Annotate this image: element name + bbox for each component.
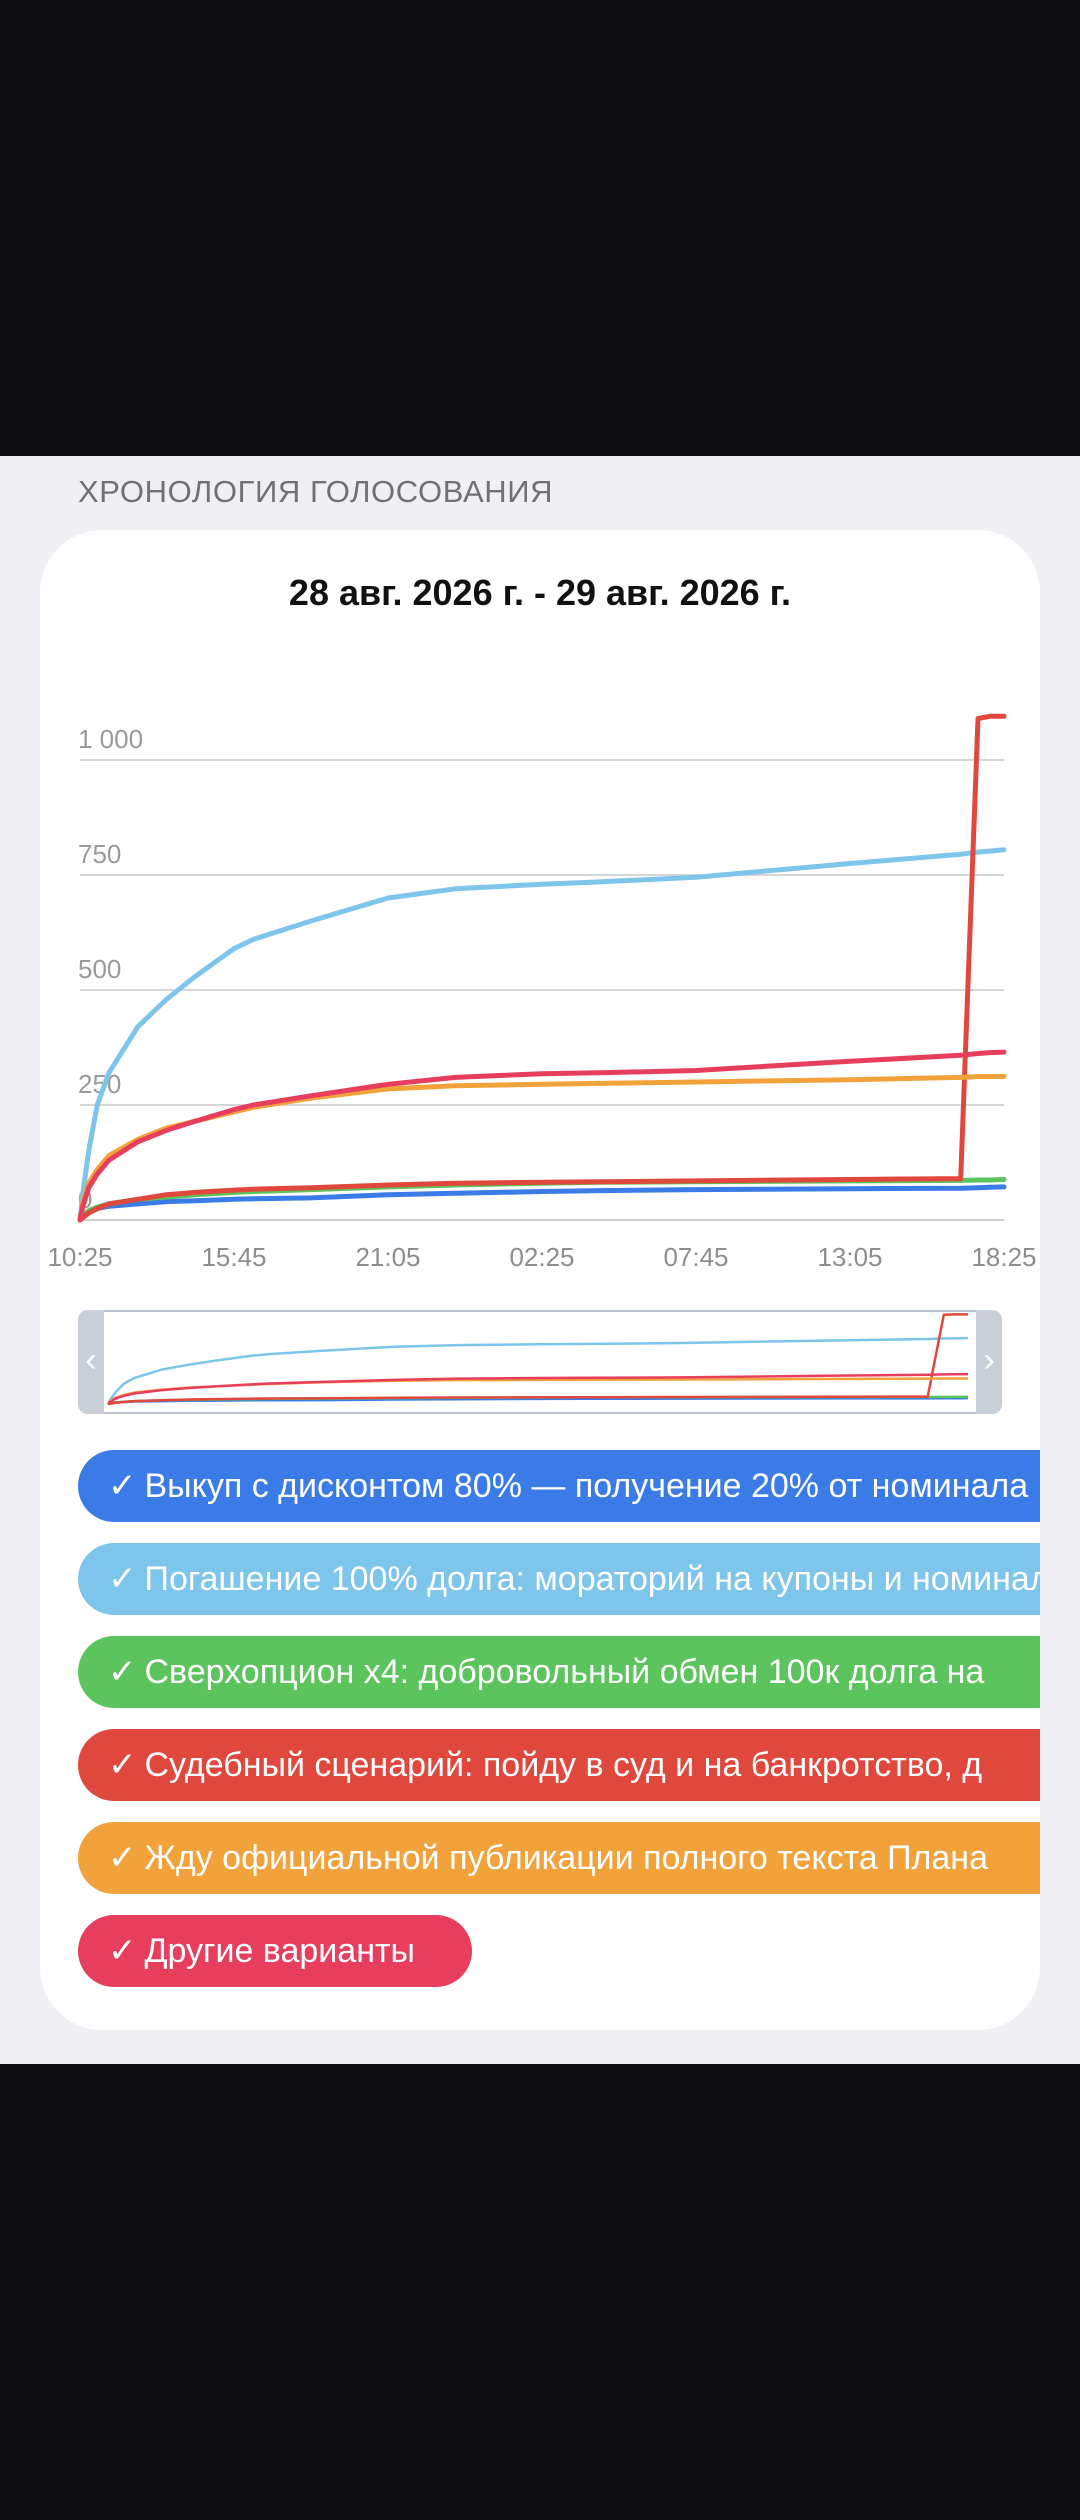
y-tick-label: 750 xyxy=(78,839,121,869)
option-pill-6[interactable]: ✓ Другие варианты xyxy=(78,1915,472,1987)
bottom-black-band xyxy=(0,2064,1080,2520)
checkmark-icon: ✓ xyxy=(108,1653,137,1691)
option-pill-1[interactable]: ✓ Выкуп с дисконтом 80% — получение 20% о… xyxy=(78,1450,1040,1522)
option-pill-3[interactable]: ✓ Сверхопцион х4: добровольный обмен 100к… xyxy=(78,1636,1040,1708)
option-pill-4[interactable]: ✓ Судебный сценарий: пойду в суд и на бан… xyxy=(78,1729,1040,1801)
checkmark-icon: ✓ xyxy=(108,1839,137,1877)
x-tick-label: 21:05 xyxy=(355,1242,420,1272)
checkmark-icon: ✓ xyxy=(108,1467,137,1505)
series-line-6 xyxy=(77,1049,1007,1223)
x-tick-label: 02:25 xyxy=(509,1242,574,1272)
x-tick-label: 07:45 xyxy=(663,1242,728,1272)
navigator-series-line-4 xyxy=(107,1313,968,1406)
series-line-4 xyxy=(77,713,1007,1223)
chevron-left-icon[interactable]: ‹ xyxy=(78,1310,104,1414)
chart-navigator[interactable]: ‹ › xyxy=(78,1310,1002,1414)
navigator-mini-chart xyxy=(106,1313,969,1406)
x-tick-label: 18:25 xyxy=(971,1242,1036,1272)
y-tick-label: 1 000 xyxy=(78,724,143,754)
option-pill-2[interactable]: ✓ Погашение 100% долга: мораторий на купо… xyxy=(78,1543,1040,1615)
x-tick-label: 13:05 xyxy=(817,1242,882,1272)
timeline-card: 28 авг. 2026 г. - 29 авг. 2026 г. 0 250 50… xyxy=(40,530,1040,2030)
series-line-2 xyxy=(77,847,1007,1223)
option-label: Выкуп с дисконтом 80% — получение 20% от… xyxy=(144,1467,1029,1505)
option-label: Жду официальной публикации полного текст… xyxy=(144,1839,989,1877)
option-label: Другие варианты xyxy=(144,1932,416,1970)
option-label: Погашение 100% долга: мораторий на купон… xyxy=(144,1560,1041,1598)
navigator-series-line-2 xyxy=(106,1336,969,1405)
section-title: ХРОНОЛОГИЯ ГОЛОСОВАНИЯ xyxy=(78,474,554,509)
navigator-series-line-6 xyxy=(107,1372,969,1405)
checkmark-icon: ✓ xyxy=(108,1746,137,1784)
y-tick-label: 500 xyxy=(78,954,121,984)
checkmark-icon: ✓ xyxy=(108,1932,137,1970)
chevron-right-icon[interactable]: › xyxy=(976,1310,1002,1414)
option-label: Сверхопцион х4: добровольный обмен 100к … xyxy=(144,1653,985,1691)
option-pill-5[interactable]: ✓ Жду официальной публикации полного текс… xyxy=(78,1822,1040,1894)
top-black-band xyxy=(0,0,1080,456)
x-tick-label: 10:25 xyxy=(47,1242,112,1272)
option-label: Судебный сценарий: пойду в суд и на банк… xyxy=(144,1746,983,1784)
checkmark-icon: ✓ xyxy=(108,1560,137,1598)
x-tick-label: 15:45 xyxy=(201,1242,266,1272)
date-range: 28 авг. 2026 г. - 29 авг. 2026 г. xyxy=(288,572,792,613)
